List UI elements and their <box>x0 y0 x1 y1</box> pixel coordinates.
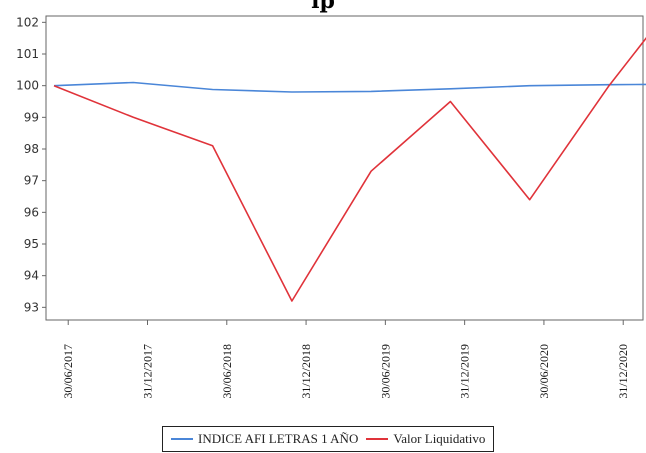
legend-item-valor: Valor Liquidativo <box>366 431 485 447</box>
legend: INDICE AFI LETRAS 1 AÑO Valor Liquidativ… <box>162 426 495 452</box>
legend-swatch-valor <box>366 438 389 440</box>
legend-item-indice: INDICE AFI LETRAS 1 AÑO <box>171 431 358 447</box>
x-tick-label: 30/06/2019 <box>378 344 392 399</box>
series-line-valor-liquidativo <box>53 37 646 302</box>
chart-title: lp <box>311 0 335 14</box>
y-tick-label: 99 <box>24 110 39 124</box>
y-tick-label: 98 <box>24 142 39 156</box>
x-tick-label: 31/12/2017 <box>141 344 155 399</box>
y-tick-label: 94 <box>24 269 39 283</box>
legend-swatch-indice <box>171 438 193 440</box>
legend-label-valor: Valor Liquidativo <box>393 431 486 446</box>
y-tick-label: 102 <box>16 15 39 29</box>
y-tick-label: 100 <box>16 79 39 93</box>
series-line-indice-afi <box>53 81 646 93</box>
x-tick-label: 31/12/2020 <box>616 344 630 399</box>
x-tick-label: 30/06/2018 <box>220 344 234 399</box>
x-tick-label: 30/06/2017 <box>61 344 75 399</box>
y-tick-label: 101 <box>16 47 39 61</box>
x-tick-label: 30/06/2020 <box>537 344 551 399</box>
y-tick-label: 93 <box>24 300 39 314</box>
legend-label-indice: INDICE AFI LETRAS 1 AÑO <box>198 431 359 446</box>
plot-frame <box>45 15 644 321</box>
x-tick-label: 31/12/2019 <box>458 344 472 399</box>
y-tick-label: 97 <box>24 174 39 188</box>
y-tick-label: 96 <box>24 205 39 219</box>
x-tick-label: 31/12/2018 <box>299 344 313 399</box>
y-tick-label: 95 <box>24 237 39 251</box>
